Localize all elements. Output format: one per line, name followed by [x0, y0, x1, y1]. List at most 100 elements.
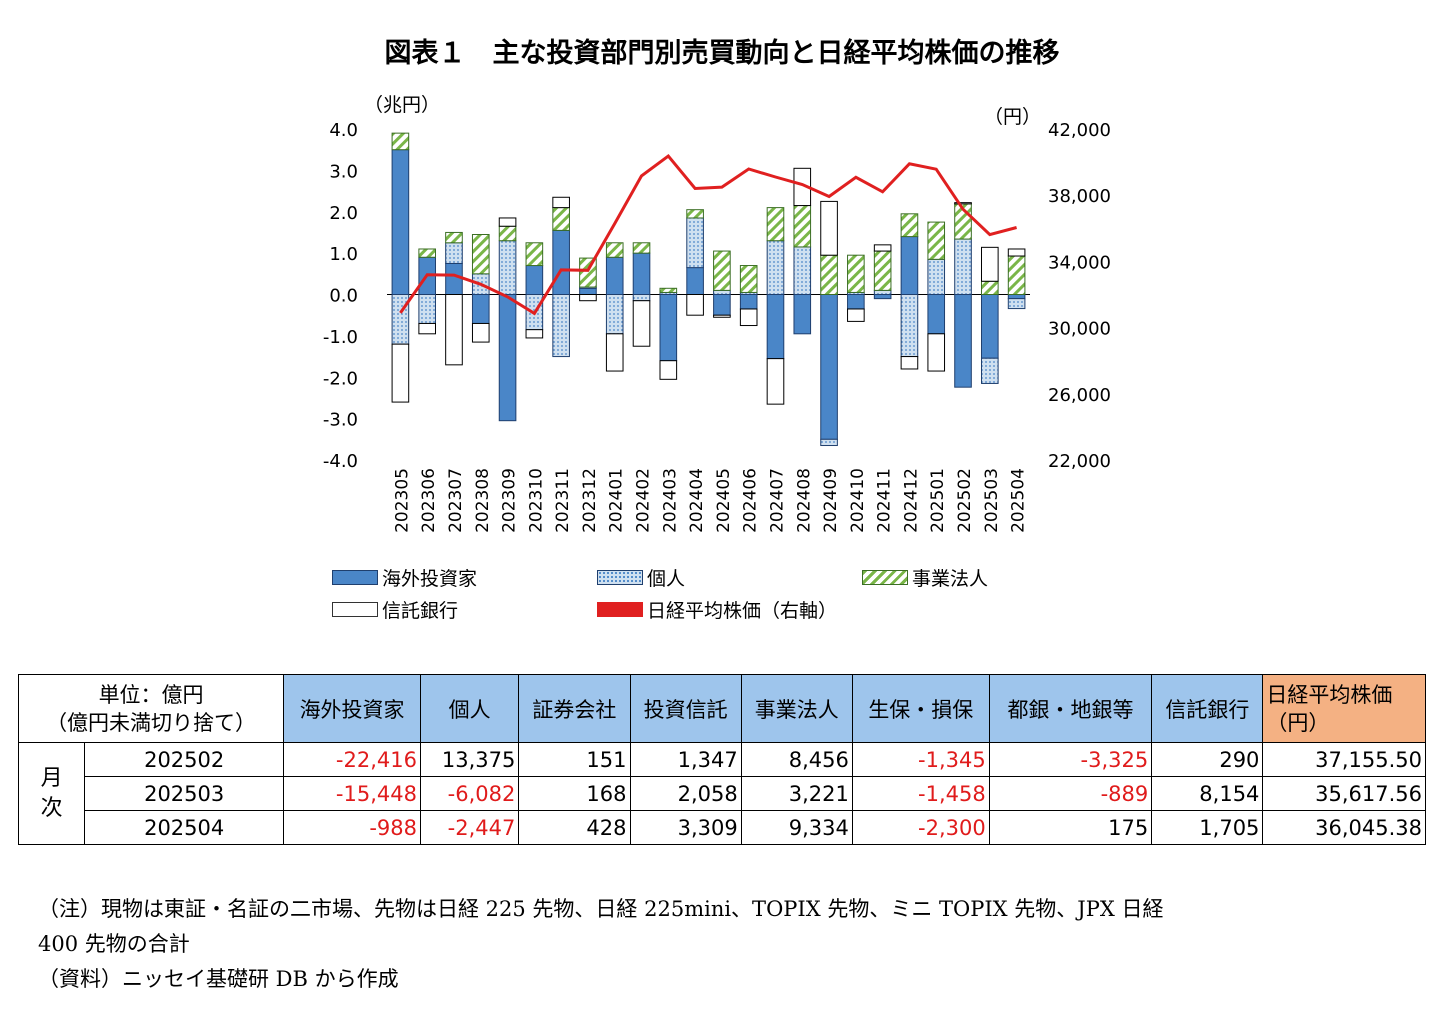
table-cell: 168	[519, 777, 630, 811]
nikkei-line	[400, 156, 1016, 313]
x-tick-label: 202312	[580, 468, 600, 533]
bar-segment	[446, 295, 463, 365]
bar-segment	[580, 295, 597, 301]
bar-segment	[955, 295, 972, 388]
legend-label-nikkei: 日経平均株価（右軸）	[647, 596, 837, 623]
bar-segment	[714, 315, 731, 317]
x-tick-label: 202410	[848, 468, 868, 533]
nikkei-header-line2: （円）	[1266, 711, 1329, 735]
table-cell: 9,334	[741, 811, 852, 845]
bar-segment	[928, 222, 945, 259]
x-tick-label: 202405	[714, 468, 734, 533]
legend-label-corporate: 事業法人	[912, 564, 988, 591]
unit-line1: 単位：億円	[99, 683, 204, 707]
x-tick-label: 202307	[446, 468, 466, 533]
table-row: 202503 -15,448 -6,082 168 2,058 3,221 -1,458 -8…	[19, 777, 1426, 811]
y2-tick-label: 30,000	[1048, 319, 1111, 340]
bar-segment	[1008, 299, 1025, 309]
header-banks: 都銀・地銀等	[989, 675, 1152, 743]
bar-segment	[446, 232, 463, 242]
bar-segment	[526, 266, 543, 295]
header-securities: 証券会社	[519, 675, 630, 743]
right-axis-unit: （円）	[984, 106, 1041, 128]
bar-segment	[928, 295, 945, 334]
bar-segment	[526, 243, 543, 266]
y-tick-label: 3.0	[329, 161, 358, 182]
bar-segment	[553, 230, 570, 294]
y-tick-label: 4.0	[329, 120, 358, 141]
bar-segment	[901, 357, 918, 369]
table-cell: 1,347	[630, 743, 741, 777]
table-cell: 428	[519, 811, 630, 845]
table-cell: 8,456	[741, 743, 852, 777]
nikkei-header-line1: 日経平均株価	[1266, 683, 1392, 707]
y2-tick-label: 42,000	[1048, 120, 1111, 141]
y-tick-label: 1.0	[329, 244, 358, 265]
legend-swatch-trust-bank	[332, 602, 378, 617]
bar-segment	[392, 133, 409, 150]
bar-segment	[740, 295, 757, 309]
legend-foreign: 海外投資家	[332, 564, 477, 591]
bar-segment	[1008, 249, 1025, 256]
x-tick-label: 202311	[553, 468, 573, 533]
bar-segment	[660, 361, 677, 380]
bar-segment	[687, 295, 704, 316]
table-cell: 37,155.50	[1263, 743, 1426, 777]
bar-segment	[392, 150, 409, 295]
bar-segment	[714, 251, 731, 290]
bar-segment	[419, 295, 436, 324]
x-tick-label: 202411	[875, 468, 895, 533]
x-tick-label: 202309	[500, 468, 520, 533]
bar-segment	[901, 214, 918, 237]
bar-segment	[606, 295, 623, 334]
bar-segment	[472, 323, 489, 342]
bar-segment	[955, 239, 972, 294]
bar-segment	[633, 301, 650, 347]
x-tick-label: 202308	[473, 468, 493, 533]
bar-segment	[499, 226, 516, 240]
table-cell: -889	[989, 777, 1152, 811]
table-cell: 2,058	[630, 777, 741, 811]
note-line2: 400 先物の合計	[38, 927, 1163, 962]
table-cell: 36,045.38	[1263, 811, 1426, 845]
bar-segment	[767, 295, 784, 359]
bar-segment	[499, 218, 516, 226]
bar-segment	[848, 309, 865, 321]
bar-segment	[767, 208, 784, 241]
y-tick-label: -3.0	[323, 410, 358, 431]
header-nikkei: 日経平均株価 （円）	[1263, 675, 1426, 743]
table-cell: -2,300	[852, 811, 989, 845]
legend-swatch-individual	[597, 570, 643, 585]
table-cell: -15,448	[284, 777, 421, 811]
bar-segment	[687, 210, 704, 218]
table-cell: 151	[519, 743, 630, 777]
legend-swatch-foreign	[332, 570, 378, 585]
header-insurance: 生保・損保	[852, 675, 989, 743]
bar-segment	[687, 218, 704, 268]
x-tick-label: 202409	[821, 468, 841, 533]
y2-tick-label: 38,000	[1048, 186, 1111, 207]
row-label: 202502	[85, 743, 284, 777]
bar-segment	[392, 295, 409, 345]
header-trust-bank: 信託銀行	[1152, 675, 1263, 743]
unit-line2: （億円未満切り捨て）	[46, 711, 256, 735]
legend-label-individual: 個人	[647, 564, 685, 591]
row-label: 202504	[85, 811, 284, 845]
bar-segment	[794, 206, 811, 247]
bar-segment	[928, 334, 945, 371]
bar-segment	[794, 247, 811, 295]
chart: 図表１ 主な投資部門別売買動向と日経平均株価の推移 （兆円） （円） 4.0 3.…	[0, 0, 1442, 660]
table-cell: 35,617.56	[1263, 777, 1426, 811]
bar-segment	[848, 295, 865, 309]
legend-individual: 個人	[597, 564, 685, 591]
x-tick-label: 202503	[982, 468, 1002, 533]
header-individual: 個人	[420, 675, 518, 743]
legend-nikkei: 日経平均株価（右軸）	[597, 596, 837, 623]
x-tick-label: 202407	[767, 468, 787, 533]
bar-segment	[740, 266, 757, 293]
note-source: （資料）ニッセイ基礎研 DB から作成	[38, 962, 1163, 997]
chart-title: 図表１ 主な投資部門別売買動向と日経平均株価の推移	[385, 37, 1060, 69]
x-tick-label: 202502	[955, 468, 975, 533]
legend-trust-bank: 信託銀行	[332, 596, 458, 623]
y2-tick-label: 26,000	[1048, 385, 1111, 406]
